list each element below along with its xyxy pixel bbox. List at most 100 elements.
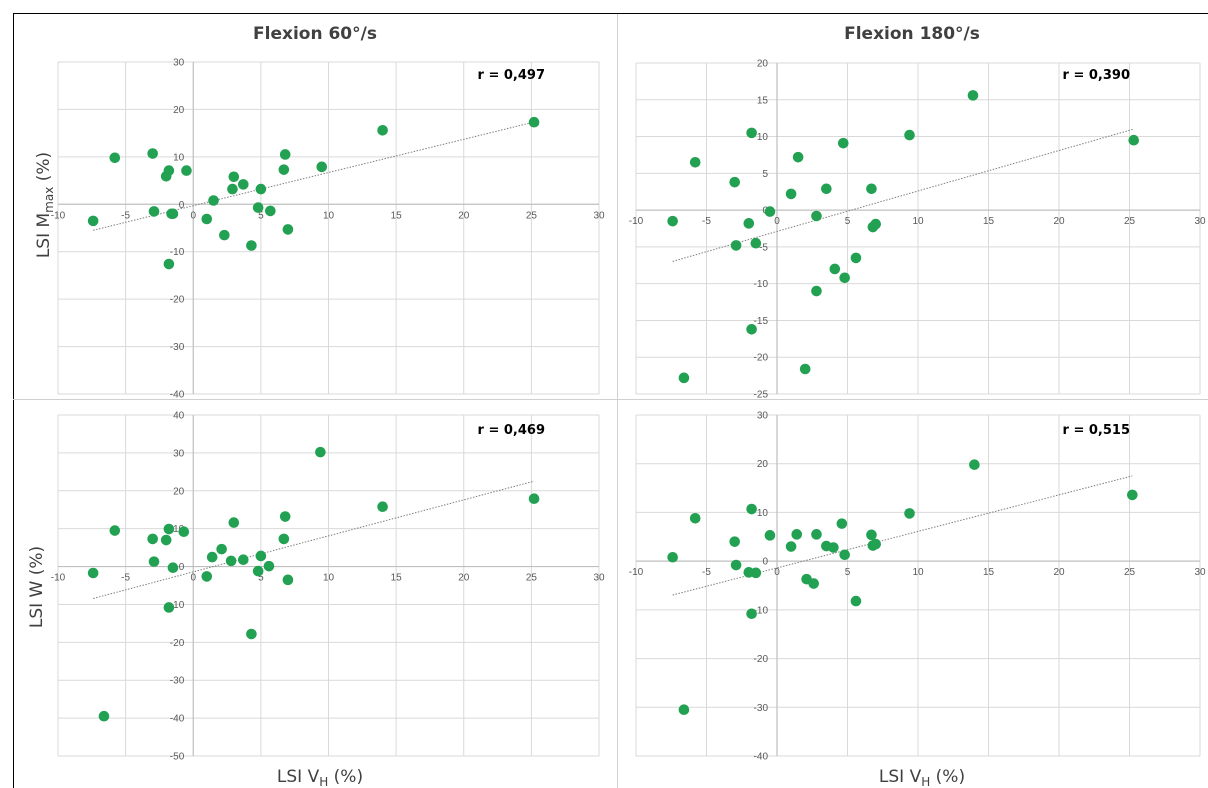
data-point: [181, 165, 192, 176]
data-point: [811, 285, 822, 297]
x-tick-label: 10: [912, 567, 924, 578]
ylabel-bottom: LSI W (%): [27, 546, 47, 628]
y-tick-label: 5: [762, 169, 768, 180]
y-tick-label: 20: [757, 59, 769, 70]
x-tick-label: 5: [258, 210, 264, 221]
data-point: [316, 161, 328, 173]
data-point: [87, 215, 99, 227]
y-tick-label: 20: [173, 486, 185, 497]
x-tick-label: 15: [983, 567, 995, 578]
x-tick-label: 0: [774, 567, 780, 578]
data-point: [167, 562, 179, 573]
x-tick-label: 20: [1053, 567, 1065, 578]
data-point: [208, 195, 219, 206]
y-tick-label: -20: [754, 654, 769, 665]
x-tick-label: 5: [258, 573, 264, 584]
y-tick-label: -40: [170, 714, 185, 725]
x-tick-label: -10: [629, 567, 644, 578]
data-point: [828, 542, 839, 553]
data-point: [282, 574, 294, 586]
data-point: [678, 372, 690, 384]
data-point: [528, 116, 540, 128]
y-tick-label: -20: [170, 638, 185, 649]
xlabel-left-text: LSI V: [277, 767, 320, 787]
y-tick-label: 20: [757, 459, 769, 470]
x-tick-label: 25: [1124, 216, 1136, 227]
x-tick-label: 25: [1124, 567, 1136, 578]
data-point: [729, 536, 740, 547]
data-point: [904, 129, 915, 141]
data-point: [839, 549, 850, 561]
data-point: [729, 176, 740, 188]
data-point: [278, 533, 290, 545]
data-point: [866, 183, 877, 195]
data-point: [746, 503, 757, 515]
data-point: [147, 533, 158, 545]
x-tick-label: 15: [391, 573, 403, 584]
data-point: [87, 567, 99, 579]
data-point: [750, 567, 762, 579]
data-point: [228, 171, 240, 183]
x-tick-label: 15: [391, 210, 403, 221]
x-tick-label: -5: [121, 210, 130, 221]
data-point: [969, 459, 980, 470]
data-point: [764, 206, 776, 217]
data-point: [148, 556, 160, 567]
data-point: [667, 215, 678, 227]
ylabel-top-text: LSI M: [34, 213, 54, 258]
data-point: [743, 218, 755, 229]
data-point: [163, 523, 175, 535]
data-point: [279, 511, 291, 522]
data-point: [785, 188, 797, 200]
x-tick-label: -5: [702, 567, 711, 578]
y-tick-label: -40: [754, 752, 769, 763]
data-point: [678, 704, 690, 716]
x-tick-label: 0: [190, 573, 196, 584]
x-tick-label: 25: [526, 573, 538, 584]
x-tick-label: 20: [458, 573, 470, 584]
y-tick-label: -15: [754, 316, 769, 327]
data-point: [746, 608, 757, 620]
x-tick-label: 30: [1194, 216, 1206, 227]
title-right: Flexion 180°/s: [844, 24, 980, 44]
data-point: [109, 152, 121, 164]
y-tick-label: 0: [179, 200, 185, 211]
data-point: [279, 149, 291, 160]
scatter-panel-4: -10 -5 0 5 10 15 20 25 30 -40 -30 -20 -10 0 10 20 30 r = …: [629, 411, 1206, 763]
data-point: [667, 551, 678, 563]
x-tick-label: -5: [702, 216, 711, 227]
x-tick-label: -10: [629, 216, 644, 227]
data-point: [109, 525, 121, 536]
y-tick-label: 15: [757, 95, 769, 106]
y-tick-label: 10: [173, 152, 185, 163]
x-tick-label: 10: [323, 573, 335, 584]
data-point: [252, 202, 264, 213]
data-point: [227, 183, 238, 195]
x-tick-label: 15: [983, 216, 995, 227]
y-tick-label: -40: [170, 390, 185, 401]
y-tick-label: -10: [170, 247, 185, 258]
y-tick-label: -20: [170, 295, 185, 306]
y-tick-label: 30: [173, 58, 185, 69]
x-tick-label: -10: [51, 210, 66, 221]
data-point: [837, 137, 849, 149]
data-point: [98, 710, 110, 722]
data-point: [746, 127, 757, 139]
data-point: [528, 493, 540, 505]
data-point: [246, 240, 257, 251]
data-point: [811, 210, 822, 222]
y-tick-label: -10: [754, 605, 769, 616]
data-point: [730, 559, 742, 571]
data-point: [967, 90, 979, 101]
data-point: [808, 578, 819, 589]
ylabel-top: LSI Mmax (%): [34, 152, 56, 258]
data-point: [764, 530, 776, 541]
trendline: [93, 480, 535, 599]
y-tick-label: 0: [762, 557, 768, 568]
x-tick-label: 30: [593, 573, 605, 584]
data-point: [904, 508, 915, 519]
data-point: [237, 554, 249, 566]
data-point: [225, 555, 237, 567]
data-point: [791, 529, 803, 540]
